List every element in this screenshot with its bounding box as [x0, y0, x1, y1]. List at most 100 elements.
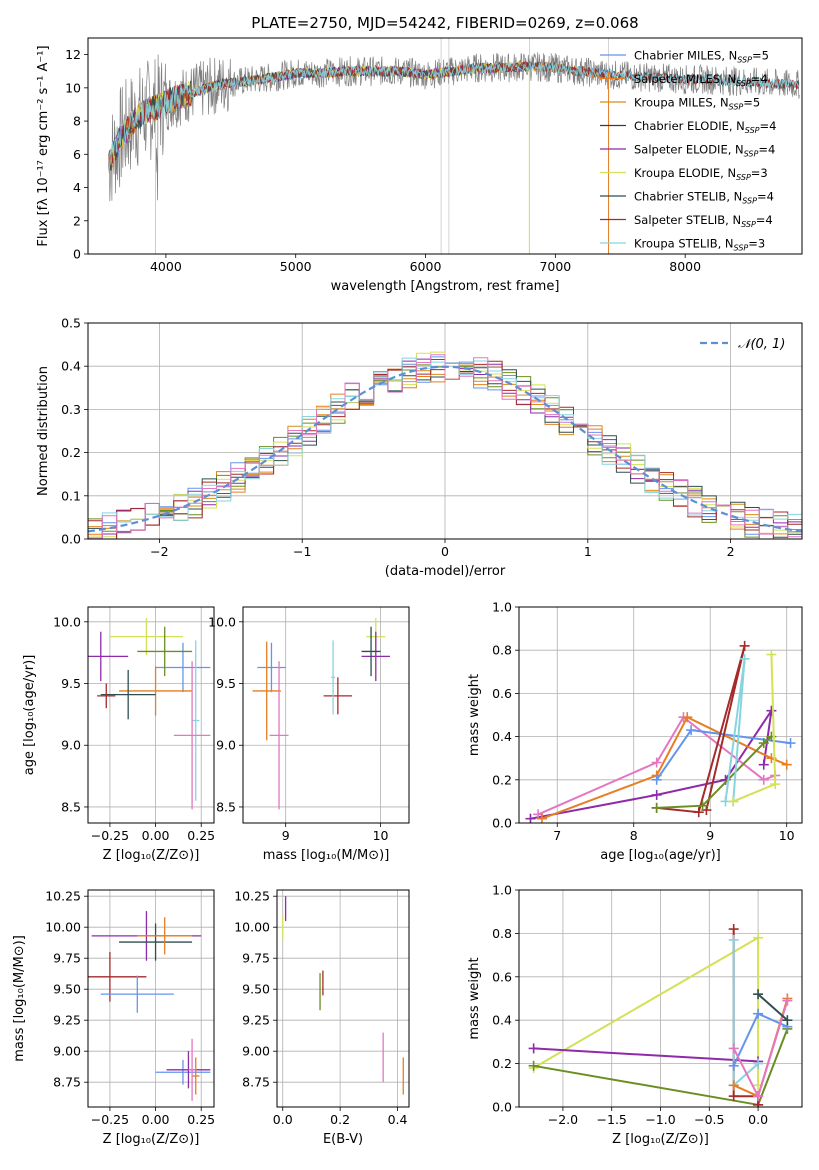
y-tick-label: 0.3	[61, 402, 81, 417]
mass-weight-line	[656, 735, 773, 809]
figure-title: PLATE=2750, MJD=54242, FIBERID=0269, z=0…	[251, 14, 638, 32]
y-tick-label: 2	[73, 213, 81, 228]
y-axis-label: mass weight	[467, 674, 482, 756]
legend-entry: Kroupa ELODIE, NSSP=3	[634, 166, 768, 182]
y-tick-label: 8.75	[53, 1075, 81, 1090]
x-tick-label: 6000	[410, 259, 442, 274]
y-tick-label: 8.75	[242, 1075, 270, 1090]
y-tick-label: 0.0	[492, 816, 512, 831]
y-axis-label: age [log₁₀(age/yr)]	[22, 655, 37, 776]
y-tick-label: 9.0	[61, 738, 81, 753]
legend-entry: Salpeter STELIB, NSSP=4	[634, 213, 773, 229]
y-tick-label: 8.5	[61, 799, 81, 814]
y-tick-label: 0.0	[492, 1100, 512, 1115]
y-tick-label: 0.2	[492, 1056, 512, 1071]
x-tick-label: 1	[584, 544, 592, 559]
x-axis-label: E(B-V)	[323, 1132, 363, 1147]
y-tick-label: 9.50	[53, 982, 81, 997]
axes-frame	[518, 889, 803, 1108]
panel-spectrum: 4000 5000 6000 7000 8000 0 2 4 6 8 10 12 wavelength …	[36, 37, 803, 294]
y-tick-label: 9.5	[216, 676, 236, 691]
y-axis-label: Normed distribution	[36, 366, 51, 496]
x-axis-label: age [log₁₀(age/yr)]	[600, 848, 721, 863]
mass-weight-line	[757, 993, 789, 1021]
y-tick-label: 9.25	[53, 1013, 81, 1028]
normal-curve	[88, 365, 802, 533]
x-tick-label: 0.4	[388, 1112, 408, 1127]
y-tick-label: 12	[65, 47, 81, 62]
mass-weight-line	[533, 935, 760, 1086]
x-tick-label: 7	[553, 828, 561, 843]
panel-mass_vs_ebv: 0.0 0.2 0.4 8.75 9.00 9.25 9.50 9.75 10.00 10.25 E…	[234, 889, 410, 1147]
x-tick-label: −1	[293, 544, 311, 559]
plot-area	[88, 618, 211, 810]
y-tick-label: 0.4	[61, 359, 81, 374]
mass-weight-line	[533, 1047, 759, 1063]
y-tick-label: 0.6	[492, 686, 512, 701]
legend-entry: 𝒩(0, 1)	[738, 337, 785, 352]
y-tick-label: 9.25	[242, 1013, 270, 1028]
y-tick-label: 0.6	[492, 969, 512, 984]
y-axis-label: mass weight	[467, 957, 482, 1039]
legend: Chabrier MILES, NSSP=5 Salpeter MILES, NS…	[600, 49, 776, 253]
x-tick-label: 4000	[150, 259, 182, 274]
grid-lines	[243, 607, 409, 823]
y-tick-label: 10.00	[45, 920, 81, 935]
y-tick-label: 10.25	[45, 889, 81, 904]
x-tick-label: 10	[373, 828, 389, 843]
y-tick-label: 10.00	[234, 920, 270, 935]
y-axis-label: mass [log₁₀(M/M⊙)]	[12, 935, 27, 1062]
x-tick-label: 0.25	[187, 1112, 215, 1127]
y-tick-label: 0.4	[492, 729, 512, 744]
x-tick-label: 0.0	[273, 1112, 293, 1127]
x-tick-label: 8	[630, 828, 638, 843]
plot-area	[282, 896, 404, 1095]
x-tick-label: 0.25	[187, 828, 215, 843]
y-tick-label: 9.0	[216, 738, 236, 753]
y-tick-label: 9.00	[53, 1044, 81, 1059]
legend-entry: Kroupa STELIB, NSSP=3	[634, 237, 765, 253]
y-tick-label: 0.8	[492, 643, 512, 658]
grid-lines	[88, 607, 214, 823]
y-tick-label: 0.4	[492, 1013, 512, 1028]
model-spectrum-line	[108, 60, 800, 165]
x-tick-label: 9	[282, 828, 290, 843]
x-axis-label: Z [log₁₀(Z/Z⊙)]	[103, 848, 200, 863]
plot-area	[525, 640, 796, 823]
y-tick-label: 10.0	[208, 614, 236, 629]
x-axis-label: wavelength [Angstrom, rest frame]	[331, 279, 560, 294]
x-tick-label: 0.00	[142, 828, 170, 843]
axes-frame	[276, 889, 410, 1108]
y-tick-label: 0.8	[492, 926, 512, 941]
y-tick-label: 0.0	[61, 532, 81, 547]
legend-entry: Chabrier ELODIE, NSSP=4	[634, 119, 776, 135]
mass-weight-line	[732, 1012, 788, 1067]
x-axis-label: Z [log₁₀(Z/Z⊙)]	[612, 1132, 709, 1147]
legend-entry: Chabrier MILES, NSSP=5	[634, 49, 769, 65]
plot-area	[252, 618, 391, 810]
x-tick-label: 2	[727, 544, 735, 559]
y-tick-label: 0.2	[492, 772, 512, 787]
axes-frame	[87, 322, 803, 540]
y-tick-label: 9.75	[53, 951, 81, 966]
legend-entry: Kroupa MILES, NSSP=5	[634, 96, 760, 112]
y-tick-label: 0.1	[61, 488, 81, 503]
y-tick-label: 0.5	[61, 316, 81, 331]
panel-age_vs_mass: 9 10 8.5 9.0 9.5 10.0 mass [log₁₀(M/M⊙)]	[208, 606, 410, 863]
legend-entry: Chabrier STELIB, NSSP=4	[634, 190, 774, 206]
y-tick-label: 9.00	[242, 1044, 270, 1059]
y-tick-label: 9.75	[242, 951, 270, 966]
panel-weight_vs_age: 7 8 9 10 0.0 0.2 0.4 0.6 0.8 1.0 age [log₁₀(age/yr…	[467, 600, 803, 863]
x-axis-label: (data-model)/error	[385, 564, 506, 579]
plot-area	[88, 911, 211, 1101]
x-axis-label: Z [log₁₀(Z/Z⊙)]	[103, 1132, 200, 1147]
legend-entry: Salpeter ELODIE, NSSP=4	[634, 143, 775, 159]
x-tick-label: −2.0	[548, 1112, 578, 1127]
x-tick-label: 0	[441, 544, 449, 559]
x-tick-label: 0.00	[142, 1112, 170, 1127]
model-spectrum-line	[108, 61, 800, 170]
y-tick-label: 10.0	[53, 614, 81, 629]
x-tick-label: 9	[706, 828, 714, 843]
x-tick-label: −1.0	[645, 1112, 675, 1127]
y-tick-label: 4	[73, 180, 81, 195]
